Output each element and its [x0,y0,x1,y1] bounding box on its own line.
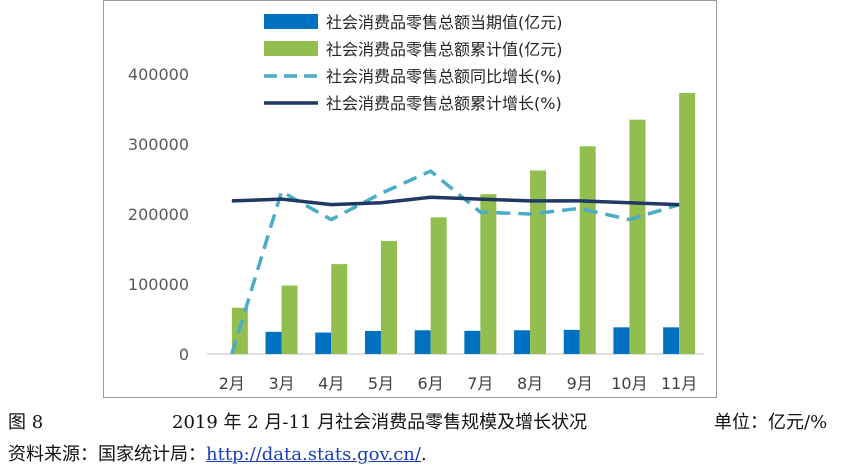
bar-monthly [414,330,431,354]
legend-label: 社会消费品零售总额累计增长(%) [326,94,562,113]
left-tick-label: 400000 [128,65,189,84]
chart-frame: 0100000200000300000400000051015（%）2月3月4月… [103,0,718,398]
figure-title: 2019 年 2 月-11 月社会消费品零售规模及增长状况 [172,412,588,433]
source-link[interactable]: http://data.stats.gov.cn/ [206,444,421,465]
bar-cumulative [430,217,447,354]
bar-cumulative [480,194,497,354]
left-tick-label: 100000 [128,275,189,294]
figure-unit: 单位：亿元/% [714,412,828,433]
bar-monthly [563,329,580,354]
line-cumulative-growth [231,195,680,207]
bar-monthly [514,330,531,354]
x-tick-label: 9月 [567,374,593,393]
bar-monthly [315,332,332,354]
left-tick-label: 200000 [128,205,189,224]
x-tick-label: 11月 [661,374,697,393]
x-tick-label: 7月 [467,374,493,393]
x-tick-label: 10月 [611,374,647,393]
legend-label: 社会消费品零售总额累计值(亿元) [326,40,563,59]
x-tick-label: 2月 [219,374,245,393]
source-line: 资料来源：国家统计局：http://data.stats.gov.cn/. [8,440,427,466]
x-tick-label: 4月 [318,374,344,393]
bar-cumulative [679,92,696,354]
bar-monthly [364,330,381,354]
bar-cumulative [629,119,646,354]
bar-monthly [464,330,481,354]
source-suffix: . [420,444,427,465]
bar-cumulative [380,241,397,354]
figure-label: 图 8 [8,412,44,433]
legend-swatch [264,14,318,29]
source-prefix: 资料来源：国家统计局： [8,444,206,465]
left-tick-label: 0 [179,345,189,364]
right-axis-unit: （%） [707,36,718,55]
x-tick-label: 5月 [368,374,394,393]
chart-svg: 0100000200000300000400000051015（%）2月3月4月… [128,13,718,393]
legend-swatch [264,41,318,56]
bar-monthly [663,327,680,354]
legend-label: 社会消费品零售总额当期值(亿元) [326,13,563,32]
bar-cumulative [281,285,298,354]
bar-cumulative [579,146,596,354]
x-tick-label: 8月 [517,374,543,393]
bar-cumulative [530,170,547,354]
x-tick-label: 6月 [418,374,444,393]
bar-monthly [613,327,630,354]
bar-monthly [265,331,282,354]
x-tick-label: 3月 [268,374,294,393]
line-yoy-growth [230,169,680,355]
bar-cumulative [331,264,348,354]
legend-label: 社会消费品零售总额同比增长(%) [326,67,562,86]
left-tick-label: 300000 [128,135,189,154]
